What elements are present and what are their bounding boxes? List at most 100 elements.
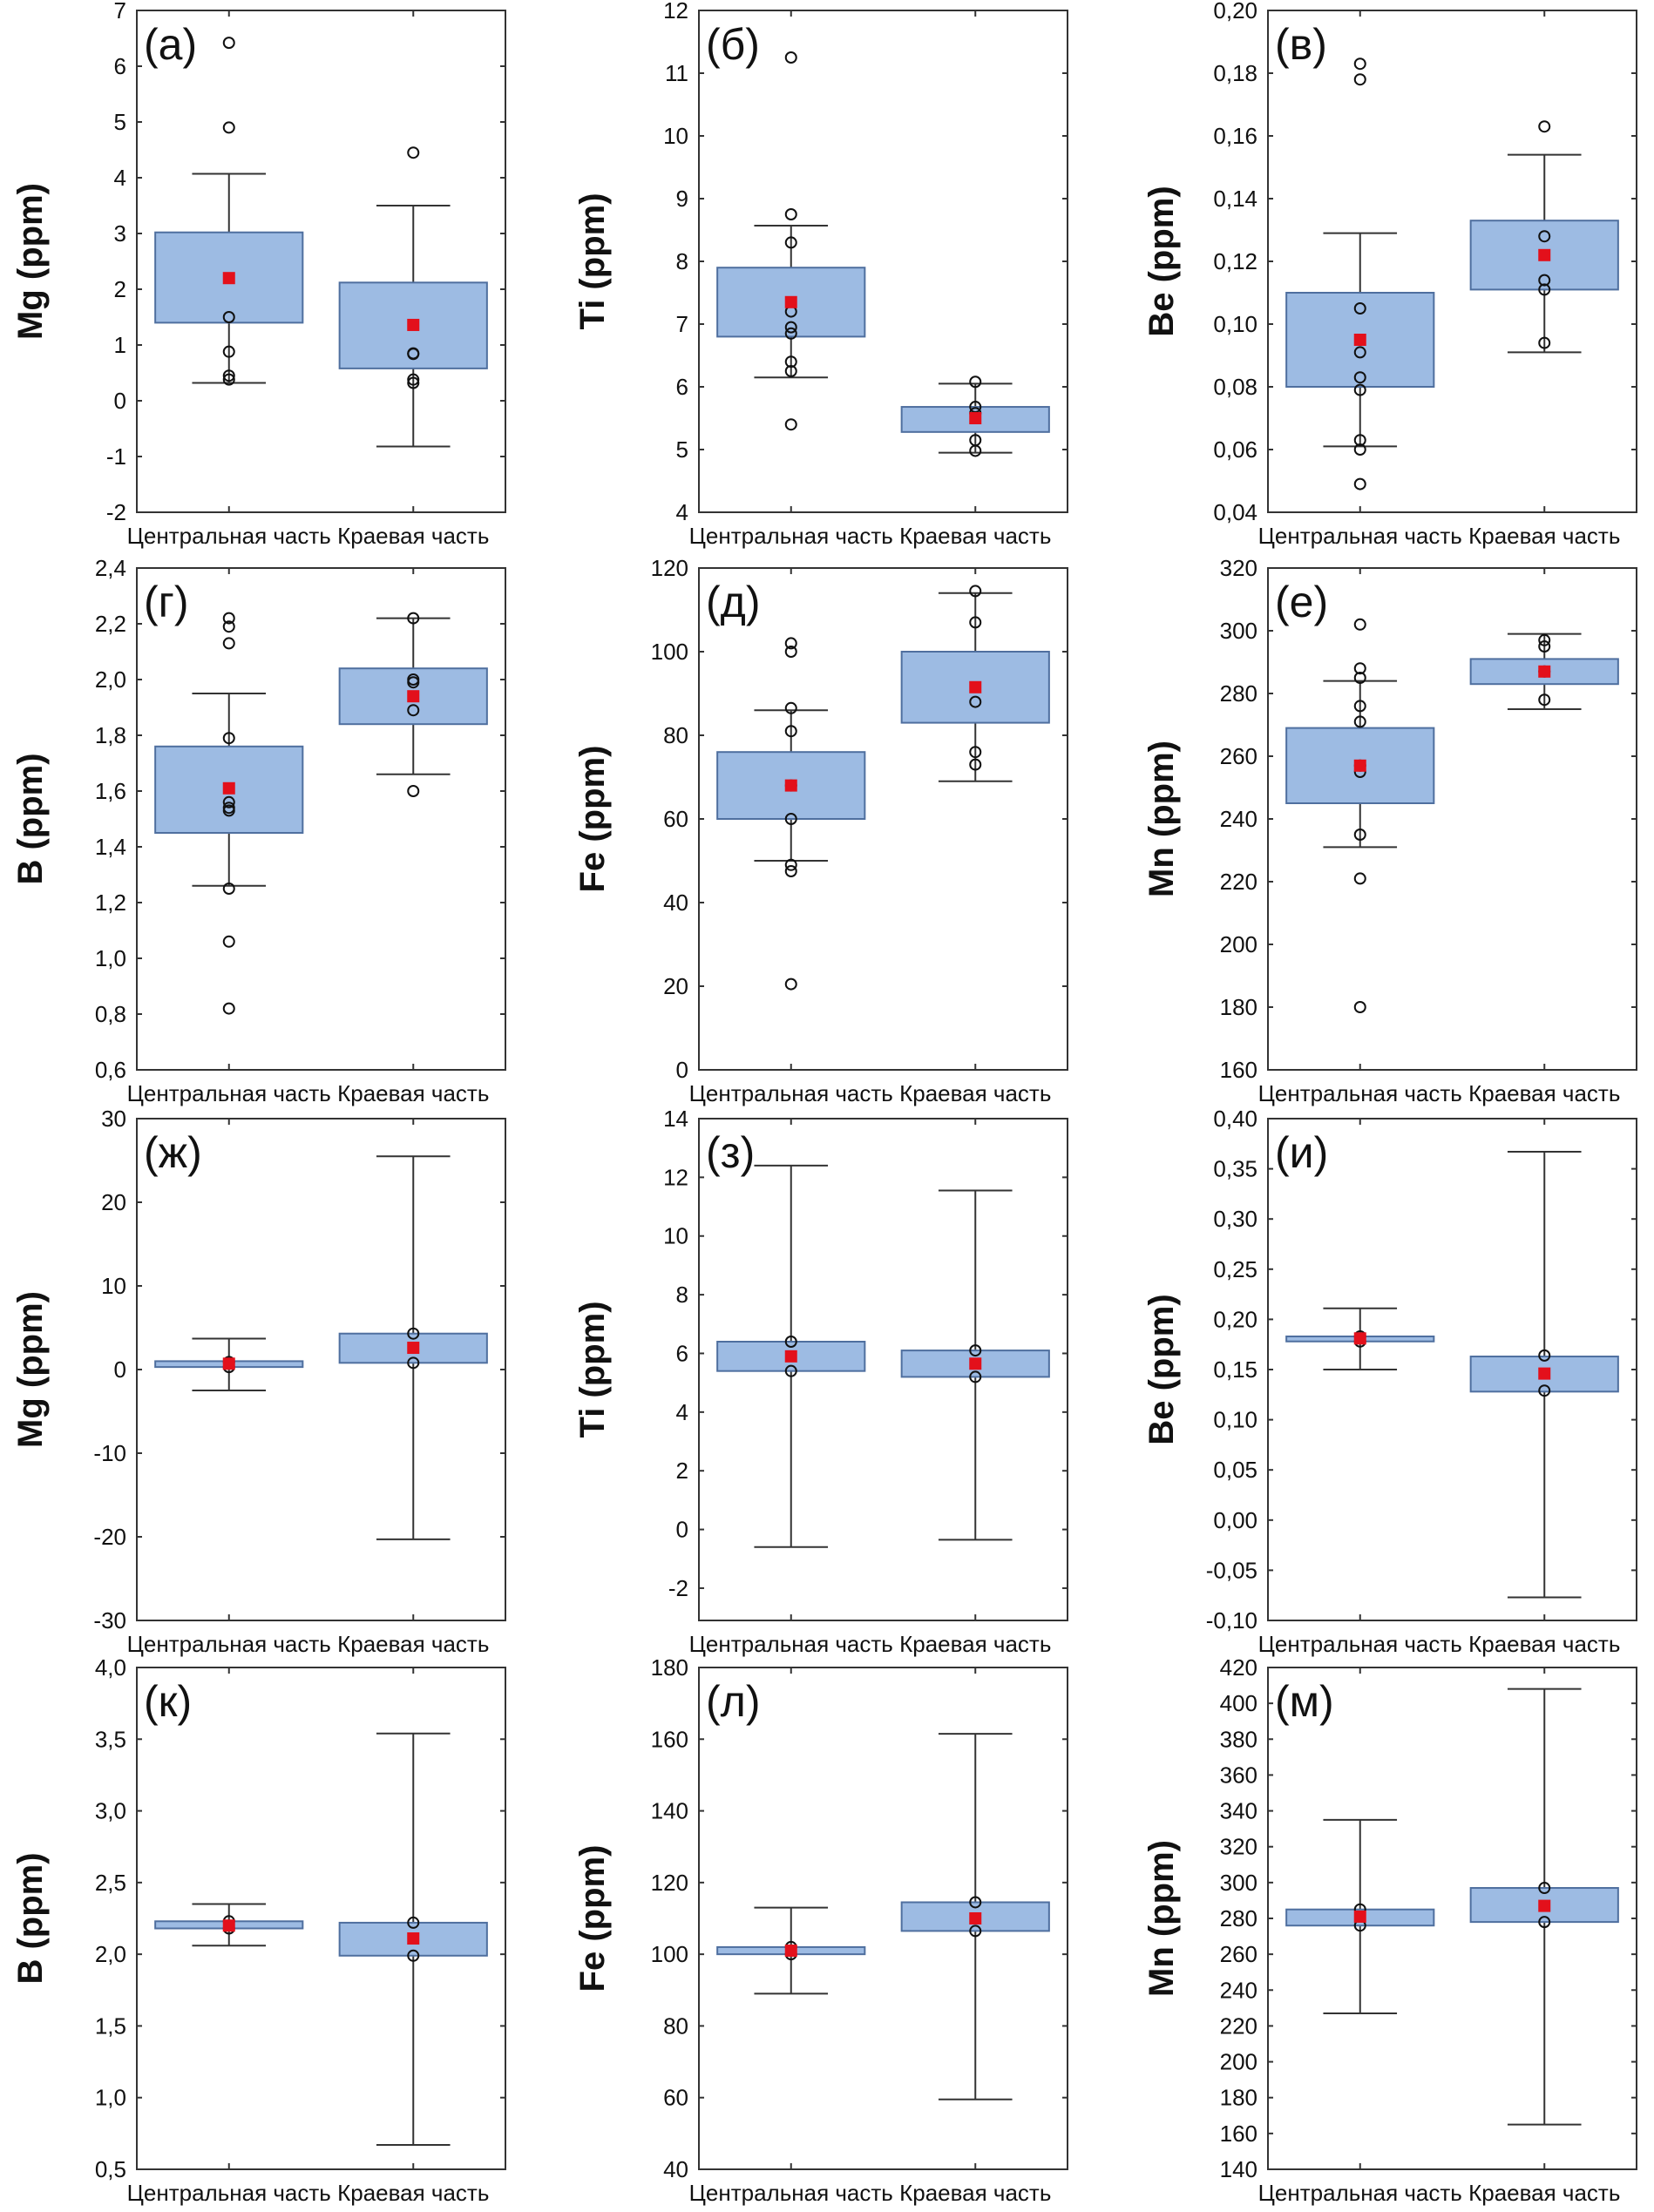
y-tick-label: 2,2 <box>95 611 126 637</box>
x-category-label: Краевая часть <box>337 1080 489 1106</box>
data-point <box>407 373 420 386</box>
mean-marker <box>969 412 982 424</box>
data-point <box>1353 618 1366 631</box>
data-point <box>784 327 797 340</box>
y-tick-label: 0,15 <box>1213 1356 1257 1383</box>
data-point <box>222 369 235 382</box>
y-tick-label: 0,14 <box>1213 186 1257 212</box>
data-point <box>969 758 982 771</box>
data-point <box>407 1356 420 1370</box>
boxplot-panel: -0,10 -0,05 0,00 0,05 0,10 0,15 0,20 0,25 0,30 0,… <box>1131 1106 1654 1659</box>
y-tick-label: -30 <box>93 1607 126 1634</box>
data-point <box>407 785 420 797</box>
y-tick-label: 180 <box>651 1657 688 1681</box>
mean-marker <box>407 1932 420 1945</box>
y-tick-label: 2 <box>114 276 126 302</box>
data-point <box>784 865 797 877</box>
data-point <box>222 935 235 948</box>
y-tick-label: 1,2 <box>95 890 126 916</box>
y-tick-label: 1,4 <box>95 834 126 860</box>
x-category-label: Центральная часть <box>127 2180 331 2206</box>
y-tick-label: 2,5 <box>95 1870 126 1896</box>
boxplot-svg: 160 180 200 220 240 260 280 300 320 Mn (ppm) (е) Це… <box>1142 555 1637 1106</box>
y-tick-label: 1 <box>114 332 126 358</box>
y-tick-label: 80 <box>663 722 688 748</box>
data-point <box>222 311 235 323</box>
y-tick-label: 200 <box>1220 931 1257 957</box>
x-category-label: Центральная часть <box>689 1631 893 1657</box>
data-point <box>784 977 797 991</box>
mean-marker <box>1353 334 1366 346</box>
x-category-label: Краевая часть <box>899 523 1051 549</box>
y-tick-label: 0 <box>676 1517 688 1543</box>
plot-frame <box>136 1118 506 1621</box>
data-point <box>222 1002 235 1015</box>
y-tick-label: 4,0 <box>95 1657 126 1681</box>
x-category-label: Центральная часть <box>127 523 331 549</box>
y-tick-label: 220 <box>1220 869 1257 895</box>
y-tick-label: 0,06 <box>1213 436 1257 463</box>
y-tick-label: 60 <box>663 2085 688 2111</box>
y-tick-label: -1 <box>106 443 126 470</box>
panel-label: (к) <box>144 1677 192 1726</box>
y-tick-label: 320 <box>1220 1834 1257 1860</box>
y-tick-label: 0,05 <box>1213 1457 1257 1483</box>
data-point <box>407 1949 420 1962</box>
mean-marker <box>1353 1332 1366 1345</box>
boxplot-panel: 0,6 0,8 1,0 1,2 1,4 1,6 1,8 2,0 2,2 2,4 B (ppm) (г)… <box>0 555 552 1108</box>
x-category-label: Центральная часть <box>689 2180 893 2206</box>
y-tick-label: 0,12 <box>1213 248 1257 274</box>
data-point <box>1353 346 1366 359</box>
y-tick-label: 20 <box>663 973 688 999</box>
data-point <box>1353 715 1366 728</box>
data-point <box>1353 57 1366 71</box>
plot-frame <box>698 10 1068 513</box>
panel-label: (б) <box>706 20 760 69</box>
mean-marker <box>1353 759 1366 772</box>
data-point <box>784 858 797 871</box>
y-tick-label: 12 <box>663 1164 688 1190</box>
y-axis-label: Mg (ppm) <box>11 183 50 340</box>
data-point <box>1538 633 1551 646</box>
y-tick-label: 8 <box>676 248 688 274</box>
boxplot-panel: -30 -20 -10 0 10 20 30 Mg (ppm) (ж) Центральная ч… <box>0 1106 552 1659</box>
y-axis-label: Fe (ppm) <box>573 1845 612 1992</box>
plot-frame <box>1267 567 1637 1071</box>
mean-marker <box>969 1357 982 1370</box>
y-axis-label: Be (ppm) <box>1142 1294 1181 1444</box>
data-point <box>969 1925 982 1938</box>
data-point <box>1353 434 1366 447</box>
plot-frame <box>698 1667 1068 2170</box>
y-tick-label: 0,04 <box>1213 499 1257 525</box>
y-tick-label: 0,00 <box>1213 1507 1257 1533</box>
y-tick-label: 1,6 <box>95 778 126 804</box>
y-tick-label: 0 <box>676 1057 688 1083</box>
y-tick-label: 3 <box>114 220 126 247</box>
y-tick-label: 180 <box>1220 2085 1257 2111</box>
y-tick-label: 260 <box>1220 1941 1257 1967</box>
data-point <box>222 883 235 895</box>
data-point <box>222 804 235 817</box>
mean-marker <box>1353 1910 1366 1923</box>
y-axis-label: Mg (ppm) <box>11 1291 50 1448</box>
y-tick-label: 0,30 <box>1213 1206 1257 1232</box>
x-category-label: Краевая часть <box>899 2180 1051 2206</box>
mean-marker <box>407 1342 420 1355</box>
x-category-label: Краевая часть <box>1468 523 1620 549</box>
y-tick-label: 340 <box>1220 1798 1257 1824</box>
y-axis-label: B (ppm) <box>11 1852 50 1984</box>
y-tick-label: 240 <box>1220 806 1257 832</box>
y-tick-label: -0,10 <box>1206 1607 1257 1634</box>
y-tick-label: 0,40 <box>1213 1108 1257 1132</box>
data-point <box>222 37 235 50</box>
data-point <box>1353 662 1366 675</box>
y-tick-label: 9 <box>676 186 688 212</box>
boxplot-panel: -2 -1 0 1 2 3 4 5 6 7 Mg (ppm) (а) Центральная часть… <box>0 0 552 551</box>
data-point <box>1538 283 1551 296</box>
mean-marker <box>407 690 420 703</box>
mean-marker <box>784 1945 797 1958</box>
y-tick-label: 11 <box>665 60 688 86</box>
data-point <box>784 418 797 431</box>
data-point <box>407 1327 420 1340</box>
data-point <box>969 1896 982 1909</box>
